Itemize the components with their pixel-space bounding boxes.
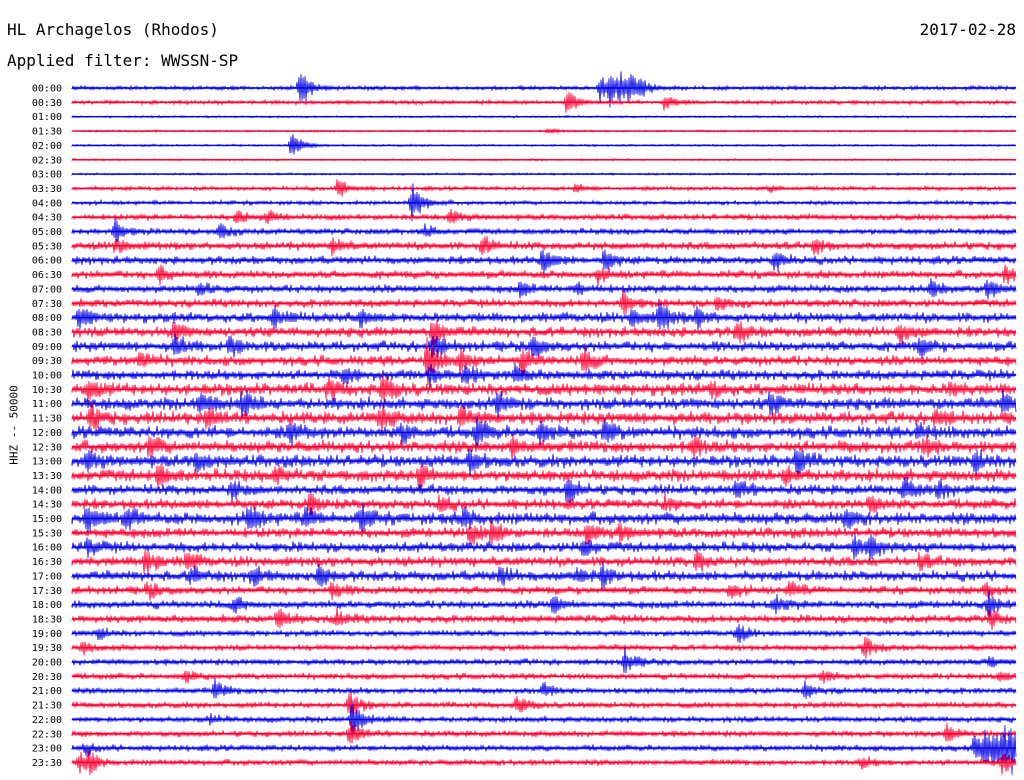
time-tick-label: 10:30 [32,385,62,396]
time-tick-label: 18:00 [32,600,62,611]
time-tick-label: 23:00 [32,744,62,755]
time-tick-label: 02:30 [32,155,62,166]
time-tick-label: 11:30 [32,414,62,425]
trace-row [71,218,1017,243]
trace-row [71,449,1017,478]
time-tick-label: 12:00 [32,428,62,439]
time-tick-label: 09:30 [32,356,62,367]
time-tick-label: 11:00 [32,399,62,410]
time-tick-label: 07:30 [32,299,62,310]
time-tick-label: 15:00 [32,514,62,525]
trace-row [71,590,1017,618]
time-tick-label: 04:30 [32,213,62,224]
time-tick-label: 23:30 [32,758,62,769]
trace-row [71,362,1017,390]
time-tick-label: 17:30 [32,586,62,597]
time-tick-label: 10:00 [32,371,62,382]
time-tick-label: 22:30 [32,729,62,740]
time-tick-label: 09:00 [32,342,62,353]
trace-row [71,720,1017,744]
time-tick-label: 07:00 [32,284,62,295]
time-tick-label: 01:00 [32,112,62,123]
time-tick-label: 02:00 [32,141,62,152]
time-tick-label: 20:30 [32,672,62,683]
time-tick-label: 14:00 [32,485,62,496]
time-tick-label: 05:00 [32,227,62,238]
time-tick-label: 05:30 [32,241,62,252]
time-tick-label: 19:30 [32,643,62,654]
time-tick-label: 03:00 [32,170,62,181]
time-tick-label: 00:30 [32,98,62,109]
time-tick-label: 12:30 [32,442,62,453]
time-tick-label: 20:00 [32,658,62,669]
time-tick-label: 16:30 [32,557,62,568]
time-tick-label: 14:30 [32,500,62,511]
trace-row [71,749,1017,776]
time-tick-label: 19:00 [32,629,62,640]
time-tick-label: 08:00 [32,313,62,324]
time-tick-label: 13:30 [32,471,62,482]
time-tick-label: 04:00 [32,198,62,209]
filter-label: Applied filter: WWSSN-SP [7,51,239,70]
time-tick-label: 08:30 [32,327,62,338]
time-tick-label: 22:00 [32,715,62,726]
time-tick-label: 21:00 [32,686,62,697]
time-tick-label: 06:00 [32,256,62,267]
trace-row [71,249,1017,274]
time-tick-label: 03:30 [32,184,62,195]
station-title: HL Archagelos (Rhodos) [7,20,219,39]
time-tick-label: 17:00 [32,571,62,582]
time-tick-label: 00:00 [32,84,62,95]
time-tick-label: 18:30 [32,614,62,625]
trace-row [71,134,1017,155]
time-tick-label: 01:30 [32,127,62,138]
trace-row [71,678,1017,699]
time-tick-label: 15:30 [32,528,62,539]
time-tick-label: 21:30 [32,701,62,712]
trace-row [71,289,1017,315]
time-tick-label: 13:00 [32,457,62,468]
time-tick-label: 16:00 [32,543,62,554]
time-tick-label: 06:30 [32,270,62,281]
record-date: 2017-02-28 [919,20,1016,39]
